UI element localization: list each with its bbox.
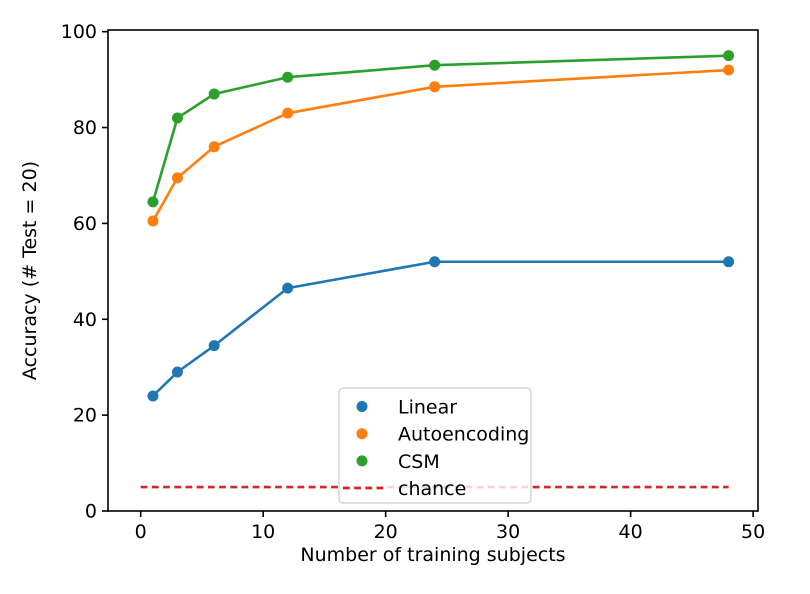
x-tick-label: 40: [619, 521, 643, 543]
data-point-autoencoding: [208, 141, 220, 153]
data-point-linear: [208, 340, 220, 352]
data-point-csm: [208, 88, 220, 100]
x-tick-label: 30: [496, 521, 520, 543]
data-point-linear: [171, 366, 183, 378]
legend-label-csm: CSM: [398, 451, 440, 473]
legend-marker-csm: [356, 455, 368, 467]
axes-spines: [107, 29, 759, 512]
y-tick-label: 80: [73, 117, 97, 139]
legend-label-chance: chance: [398, 478, 466, 500]
x-tick-label: 0: [135, 521, 147, 543]
x-axis-label: Number of training subjects: [300, 544, 565, 566]
legend: Linear Autoencoding CSM chance: [338, 387, 532, 504]
data-point-autoencoding: [171, 172, 183, 184]
data-point-csm: [723, 50, 735, 62]
data-point-linear: [282, 282, 294, 294]
y-tick-label: 60: [73, 213, 97, 235]
data-point-csm: [429, 59, 441, 71]
data-point-autoencoding: [282, 107, 294, 119]
legend-label-autoencoding: Autoencoding: [398, 424, 529, 446]
legend-label-linear: Linear: [398, 397, 457, 419]
y-tick-label: 0: [85, 501, 97, 523]
y-tick-label: 40: [73, 309, 97, 331]
y-axis-label: Accuracy (# Test = 20): [19, 161, 41, 380]
series-line-linear: [151, 260, 730, 398]
x-tick-label: 10: [251, 521, 275, 543]
legend-marker-linear: [356, 401, 368, 412]
legend-marker-autoencoding: [356, 428, 368, 440]
y-tick-label: 20: [73, 405, 97, 427]
y-tick-label: 100: [61, 21, 97, 43]
data-point-linear: [429, 256, 441, 268]
data-point-csm: [147, 196, 159, 208]
chart-content: 0 10 20 30 40 50 0 20 40 60 80 100 Linear Autoencodin…: [61, 21, 765, 543]
data-point-autoencoding: [723, 64, 735, 76]
legend-box: [338, 387, 532, 504]
x-tick-label: 20: [374, 521, 398, 543]
data-point-linear: [723, 256, 735, 268]
series-line-autoencoding: [151, 68, 730, 223]
data-point-csm: [282, 71, 294, 83]
data-point-csm: [171, 112, 183, 124]
data-point-autoencoding: [147, 215, 159, 227]
data-point-linear: [147, 390, 159, 402]
x-tick-label: 50: [741, 521, 765, 543]
series-line-csm: [151, 54, 730, 204]
data-point-autoencoding: [429, 81, 441, 93]
